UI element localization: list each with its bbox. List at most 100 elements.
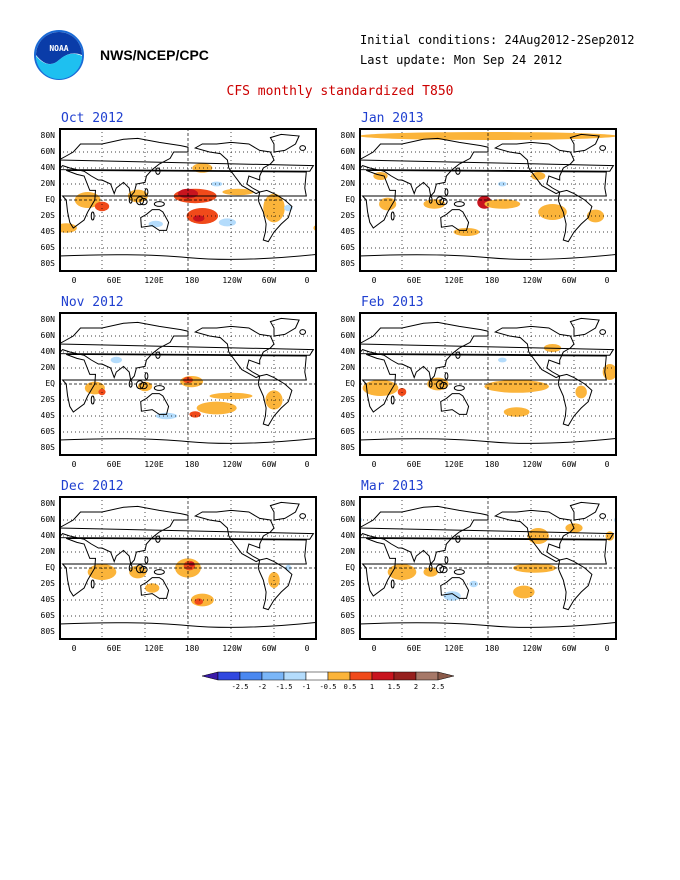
lon-tick-label: 180 — [484, 644, 500, 653]
lon-tick-label: 120E — [144, 644, 164, 653]
lat-tick-label: 20S — [340, 579, 355, 588]
lat-tick-label: 80N — [40, 131, 55, 140]
lon-tick-label: 60W — [561, 460, 577, 469]
lat-tick-label: 80N — [340, 315, 355, 324]
initial-conditions: Initial conditions: 24Aug2012-2Sep2012 — [360, 33, 635, 47]
map-frame — [59, 496, 317, 640]
coastline-island — [599, 329, 607, 335]
coastline-north-america — [193, 141, 275, 195]
anomaly-region — [538, 204, 567, 220]
legend-tick-label: 1.5 — [388, 683, 401, 691]
lat-tick-label: EQ — [345, 563, 355, 572]
anomaly-map — [359, 128, 617, 272]
lat-tick-label: 60N — [340, 147, 355, 156]
coastline-island — [135, 380, 145, 390]
coastline-greenland — [569, 501, 600, 521]
coastline-south-america — [557, 373, 593, 427]
coastline-eurasia — [359, 137, 615, 198]
anomaly-region — [379, 197, 397, 211]
coastline-island — [444, 188, 449, 196]
coastline-island — [455, 351, 461, 359]
anomaly-region — [189, 411, 201, 418]
legend-color-swatch — [327, 671, 351, 681]
anomaly-region — [222, 188, 254, 196]
coastline-eurasia — [59, 505, 315, 566]
coastline-island — [439, 565, 448, 574]
legend-tick-label: 1 — [370, 683, 374, 691]
lon-tick-label: 180 — [184, 460, 200, 469]
lat-tick-label: 40S — [40, 411, 55, 420]
coastline-island — [453, 385, 465, 391]
coastline-island — [299, 513, 307, 519]
lon-tick-label: 0 — [304, 644, 310, 653]
lon-tick-label: 0 — [71, 644, 77, 653]
lat-tick-label: 20N — [340, 547, 355, 556]
lat-tick-label: 20S — [40, 579, 55, 588]
coastline-island — [153, 569, 165, 575]
lat-tick-label: 20S — [40, 211, 55, 220]
coastline-north-america — [493, 325, 575, 379]
legend-color-swatch — [283, 671, 307, 681]
lon-tick-label: 0 — [604, 644, 610, 653]
lat-tick-label: 60N — [40, 515, 55, 524]
coastline-island — [439, 381, 448, 390]
lat-tick-label: 60S — [340, 427, 355, 436]
lon-tick-label: 120W — [522, 276, 542, 285]
lon-tick-label: 120E — [444, 644, 464, 653]
coastline-eurasia — [59, 321, 315, 382]
legend-color-swatch — [349, 671, 373, 681]
coastline-island — [599, 145, 607, 151]
lon-tick-label: 60W — [261, 644, 277, 653]
lon-tick-label: 0 — [371, 276, 377, 285]
lon-tick-label: 120E — [444, 276, 464, 285]
lon-tick-label: 60W — [261, 460, 277, 469]
coastline-eurasia — [59, 137, 315, 198]
anomaly-region — [498, 357, 507, 363]
anomaly-region — [498, 181, 507, 187]
anomaly-region — [193, 215, 205, 222]
coastline-south-america — [257, 189, 293, 243]
lon-tick-label: 0 — [71, 276, 77, 285]
lat-tick-label: 20N — [40, 547, 55, 556]
lon-tick-label: 120W — [222, 644, 242, 653]
lon-tick-label: 60E — [406, 276, 422, 285]
lat-tick-label: 40S — [40, 595, 55, 604]
anomaly-region — [443, 591, 461, 601]
legend-color-swatch — [217, 671, 241, 681]
coastline-island — [153, 385, 165, 391]
coastline-australia — [140, 577, 170, 599]
coastline-africa — [61, 353, 307, 413]
coastline-antarctica — [59, 437, 317, 444]
lon-tick-label: 60E — [106, 644, 122, 653]
lon-tick-label: 180 — [184, 276, 200, 285]
lat-tick-label: 20N — [340, 363, 355, 372]
anomaly-region — [362, 380, 399, 396]
lon-tick-label: 180 — [484, 276, 500, 285]
lat-tick-label: 80N — [340, 499, 355, 508]
anomaly-map — [59, 496, 317, 640]
coastline-north-america — [493, 509, 575, 563]
panel-title: Feb 2013 — [361, 295, 424, 310]
legend-color-swatch — [239, 671, 263, 681]
coastline-island — [155, 351, 161, 359]
lat-tick-label: 60N — [40, 147, 55, 156]
lon-tick-label: 60W — [561, 644, 577, 653]
legend-color-swatch — [305, 671, 329, 681]
coastline-antarctica — [359, 253, 617, 260]
lat-tick-label: 40N — [40, 531, 55, 540]
lat-tick-label: 60S — [340, 243, 355, 252]
lat-tick-label: 40S — [340, 227, 355, 236]
lat-tick-label: 40N — [340, 163, 355, 172]
lat-tick-label: 20N — [40, 363, 55, 372]
coastline-africa — [361, 353, 607, 413]
legend-arrow-left — [201, 671, 219, 681]
lat-tick-label: EQ — [345, 195, 355, 204]
coastline-australia — [440, 577, 470, 599]
lat-tick-label: 40N — [40, 163, 55, 172]
legend-arrow-right — [437, 671, 455, 681]
legend-color-swatch — [261, 671, 285, 681]
lat-tick-label: EQ — [45, 195, 55, 204]
lon-tick-label: 120W — [222, 276, 242, 285]
lon-tick-label: 120E — [144, 460, 164, 469]
lat-tick-label: 60N — [340, 515, 355, 524]
